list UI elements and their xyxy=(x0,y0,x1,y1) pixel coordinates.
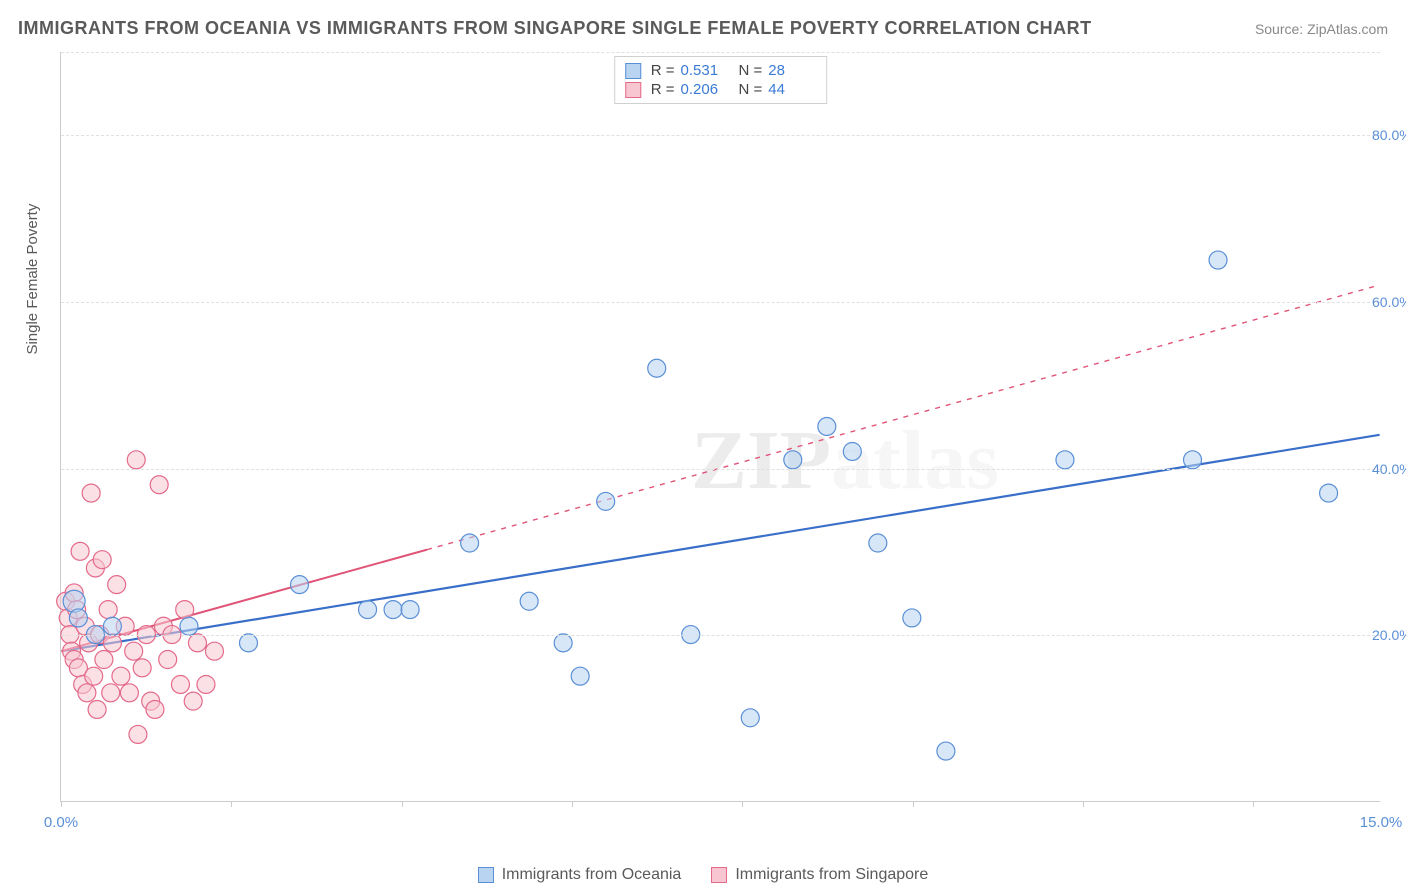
data-point xyxy=(102,684,120,702)
data-point xyxy=(843,442,861,460)
data-point xyxy=(93,551,111,569)
x-tick xyxy=(572,801,573,807)
data-point xyxy=(69,609,87,627)
data-point xyxy=(171,676,189,694)
x-tick xyxy=(913,801,914,807)
data-point xyxy=(180,617,198,635)
data-point xyxy=(401,601,419,619)
series-legend: Immigrants from Oceania Immigrants from … xyxy=(0,866,1406,884)
trendline-dashed xyxy=(427,285,1380,550)
data-point xyxy=(937,742,955,760)
swatch-icon xyxy=(711,867,727,883)
data-point xyxy=(82,484,100,502)
data-point xyxy=(784,451,802,469)
data-point xyxy=(384,601,402,619)
data-point xyxy=(1056,451,1074,469)
legend-label: Immigrants from Singapore xyxy=(735,866,928,884)
data-point xyxy=(741,709,759,727)
data-point xyxy=(239,634,257,652)
data-point xyxy=(146,700,164,718)
data-point xyxy=(184,692,202,710)
x-tick-label: 0.0% xyxy=(44,814,78,831)
data-point xyxy=(903,609,921,627)
chart-header: IMMIGRANTS FROM OCEANIA VS IMMIGRANTS FR… xyxy=(18,18,1388,39)
legend-item-oceania: Immigrants from Oceania xyxy=(478,866,682,884)
data-point xyxy=(129,725,147,743)
x-tick xyxy=(402,801,403,807)
x-tick xyxy=(231,801,232,807)
data-point xyxy=(571,667,589,685)
legend-label: Immigrants from Oceania xyxy=(502,866,682,884)
data-point xyxy=(818,418,836,436)
chart-title: IMMIGRANTS FROM OCEANIA VS IMMIGRANTS FR… xyxy=(18,18,1092,39)
y-axis-title: Single Female Poverty xyxy=(24,204,41,355)
gridline xyxy=(61,135,1380,136)
data-point xyxy=(1320,484,1338,502)
x-tick xyxy=(742,801,743,807)
data-point xyxy=(120,684,138,702)
gridline xyxy=(61,635,1380,636)
data-point xyxy=(99,601,117,619)
data-point xyxy=(71,542,89,560)
x-tick xyxy=(1253,801,1254,807)
scatter-svg xyxy=(61,52,1380,801)
data-point xyxy=(597,492,615,510)
data-point xyxy=(88,700,106,718)
data-point xyxy=(159,651,177,669)
data-point xyxy=(1209,251,1227,269)
data-point xyxy=(176,601,194,619)
data-point xyxy=(291,576,309,594)
data-point xyxy=(112,667,130,685)
swatch-icon xyxy=(478,867,494,883)
data-point xyxy=(125,642,143,660)
data-point xyxy=(520,592,538,610)
data-point xyxy=(648,359,666,377)
data-point xyxy=(359,601,377,619)
x-tick xyxy=(1083,801,1084,807)
gridline xyxy=(61,302,1380,303)
gridline xyxy=(61,469,1380,470)
data-point xyxy=(205,642,223,660)
data-point xyxy=(103,634,121,652)
x-tick-label: 15.0% xyxy=(1360,814,1403,831)
data-point xyxy=(461,534,479,552)
y-tick-label: 20.0% xyxy=(1372,627,1406,643)
data-point xyxy=(869,534,887,552)
data-point xyxy=(150,476,168,494)
data-point xyxy=(133,659,151,677)
x-tick xyxy=(61,801,62,807)
data-point xyxy=(103,617,121,635)
data-point xyxy=(188,634,206,652)
data-point xyxy=(85,667,103,685)
data-point xyxy=(63,590,85,612)
y-tick-label: 40.0% xyxy=(1372,461,1406,477)
data-point xyxy=(95,651,113,669)
y-tick-label: 80.0% xyxy=(1372,127,1406,143)
legend-item-singapore: Immigrants from Singapore xyxy=(711,866,928,884)
chart-plot-area: R = 0.531 N = 28 R = 0.206 N = 44 ZIPatl… xyxy=(60,52,1380,802)
y-tick-label: 60.0% xyxy=(1372,294,1406,310)
data-point xyxy=(127,451,145,469)
data-point xyxy=(554,634,572,652)
trendline-solid xyxy=(61,435,1379,651)
data-point xyxy=(197,676,215,694)
data-point xyxy=(78,684,96,702)
chart-source: Source: ZipAtlas.com xyxy=(1255,21,1388,37)
data-point xyxy=(108,576,126,594)
data-point xyxy=(1184,451,1202,469)
